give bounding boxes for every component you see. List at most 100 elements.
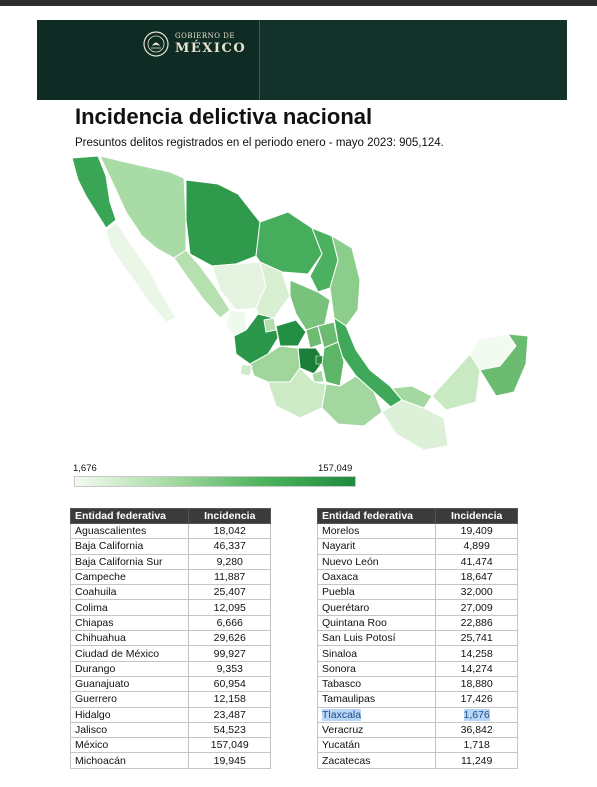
table-row: Oaxaca 18,647	[316, 568, 518, 586]
incidence-cell: 12,095	[188, 599, 271, 616]
table-row: Nayarit 4,899	[316, 538, 518, 555]
table-row: Tabasco 18,880	[316, 675, 518, 693]
state-cell: Jalisco	[69, 721, 190, 739]
state-name: Quintana Roo	[322, 616, 387, 629]
state-cell: Chihuahua	[69, 630, 190, 647]
state-name: San Luis Potosí	[322, 632, 396, 645]
state-name: Tlaxcala	[322, 708, 362, 721]
table-row: Coahuila 25,407	[69, 584, 271, 601]
table-row: Zacatecas 11,249	[316, 752, 518, 769]
table-row: Puebla 32,000	[316, 584, 518, 601]
state-cell: Chiapas	[69, 614, 190, 632]
incidence-cell: 17,426	[435, 691, 518, 708]
incidence-value: 12,158	[213, 693, 246, 706]
state-name: Querétaro	[322, 601, 370, 614]
state-cell: Puebla	[316, 584, 437, 601]
incidence-value: 1,718	[463, 739, 490, 752]
table-row: Hidalgo 23,487	[69, 706, 271, 723]
state-cell: Yucatán	[316, 737, 437, 754]
map-region-chiapas	[381, 399, 449, 451]
state-cell: Sinaloa	[316, 645, 437, 662]
table-body-right: Morelos 19,409 Nayarit 4,899 Nuevo León 41,47…	[316, 522, 518, 769]
page-title: Incidencia delictiva nacional	[75, 104, 373, 129]
incidence-cell: 1,718	[435, 737, 518, 754]
state-cell: Colima	[69, 599, 190, 616]
incidence-cell: 14,274	[435, 660, 518, 677]
coat-of-arms-icon	[143, 31, 169, 57]
state-name: Colima	[75, 601, 108, 614]
state-cell: Aguascalientes	[69, 522, 190, 540]
state-cell: México	[69, 737, 190, 754]
state-name: Nuevo León	[322, 555, 379, 568]
map-region-quintana-roo	[479, 333, 529, 397]
state-name: Zacatecas	[322, 754, 371, 767]
incidence-cell: 11,249	[435, 752, 518, 769]
state-name: Chihuahua	[75, 632, 126, 645]
incidence-value: 14,274	[460, 662, 493, 675]
state-name: Michoacán	[75, 754, 126, 767]
gov-logo-title: MÉXICO	[175, 41, 247, 56]
state-name: Guanajuato	[75, 678, 130, 691]
incidence-value: 25,741	[460, 632, 493, 645]
table-row: Aguascalientes 18,042	[69, 522, 271, 540]
state-cell: Querétaro	[316, 599, 437, 616]
incidence-value: 17,426	[460, 693, 493, 706]
incidence-value: 11,887	[214, 571, 246, 584]
state-cell: Michoacán	[69, 752, 190, 769]
table-row: Baja California 46,337	[69, 538, 271, 555]
column-header-state: Entidad federativa	[316, 508, 437, 524]
map-region-aguascalientes	[263, 317, 277, 333]
state-cell: Veracruz	[316, 721, 437, 739]
table-header-row: Entidad federativa Incidencia	[69, 508, 271, 524]
incidence-value: 11,249	[461, 754, 493, 767]
state-cell: Guanajuato	[69, 675, 190, 693]
incidence-table-left: Entidad federativa Incidencia Aguascalie…	[69, 508, 271, 769]
incidence-cell: 32,000	[435, 584, 518, 601]
legend-min-label: 1,676	[73, 463, 97, 474]
table-row: Yucatán 1,718	[316, 737, 518, 754]
state-cell: Nuevo León	[316, 553, 437, 570]
table-row: Baja California Sur 9,280	[69, 553, 271, 570]
gov-logo-subtitle: GOBIERNO DE	[175, 32, 235, 40]
incidence-value: 41,474	[460, 555, 493, 568]
state-name: Puebla	[322, 586, 355, 599]
incidence-value: 27,009	[460, 601, 493, 614]
state-cell: San Luis Potosí	[316, 630, 437, 647]
incidence-table-right: Entidad federativa Incidencia Morelos 19,…	[316, 508, 518, 769]
state-cell: Tlaxcala	[316, 706, 437, 723]
state-cell: Coahuila	[69, 584, 190, 601]
table-row: Tlaxcala 1,676	[316, 706, 518, 723]
incidence-cell: 9,353	[188, 660, 271, 677]
incidence-cell: 29,626	[188, 630, 271, 647]
state-name: Baja California Sur	[75, 555, 163, 568]
state-name: Tamaulipas	[322, 693, 376, 706]
table-row: Campeche 11,887	[69, 568, 271, 586]
incidence-cell: 19,409	[435, 522, 518, 540]
map-region-tabasco	[391, 385, 433, 409]
state-name: Campeche	[75, 571, 126, 584]
state-name: Sonora	[322, 662, 356, 675]
map-region-queretaro	[305, 325, 323, 349]
incidence-value: 9,353	[216, 662, 243, 675]
state-cell: Durango	[69, 660, 190, 677]
incidence-value: 12,095	[213, 601, 246, 614]
state-cell: Baja California	[69, 538, 190, 555]
state-name: Jalisco	[75, 724, 108, 736]
table-row: San Luis Potosí 25,741	[316, 630, 518, 647]
incidence-cell: 12,158	[188, 691, 271, 708]
table-row: Colima 12,095	[69, 599, 271, 616]
incidence-cell: 14,258	[435, 645, 518, 662]
legend-max-label: 157,049	[318, 463, 353, 474]
state-cell: Tamaulipas	[316, 691, 437, 708]
table-row: Chihuahua 29,626	[69, 630, 271, 647]
map-region-baja-california-sur	[105, 221, 177, 323]
map-region-baja-california	[71, 155, 117, 229]
map-region-morelos	[311, 369, 325, 383]
incidence-value: 32,000	[460, 586, 493, 599]
table-row: Michoacán 19,945	[69, 752, 271, 769]
incidence-value: 1,676	[463, 708, 490, 721]
state-name: Veracruz	[322, 724, 364, 736]
incidence-value: 36,842	[460, 724, 493, 736]
state-cell: Baja California Sur	[69, 553, 190, 570]
incidence-value: 29,626	[213, 632, 246, 645]
